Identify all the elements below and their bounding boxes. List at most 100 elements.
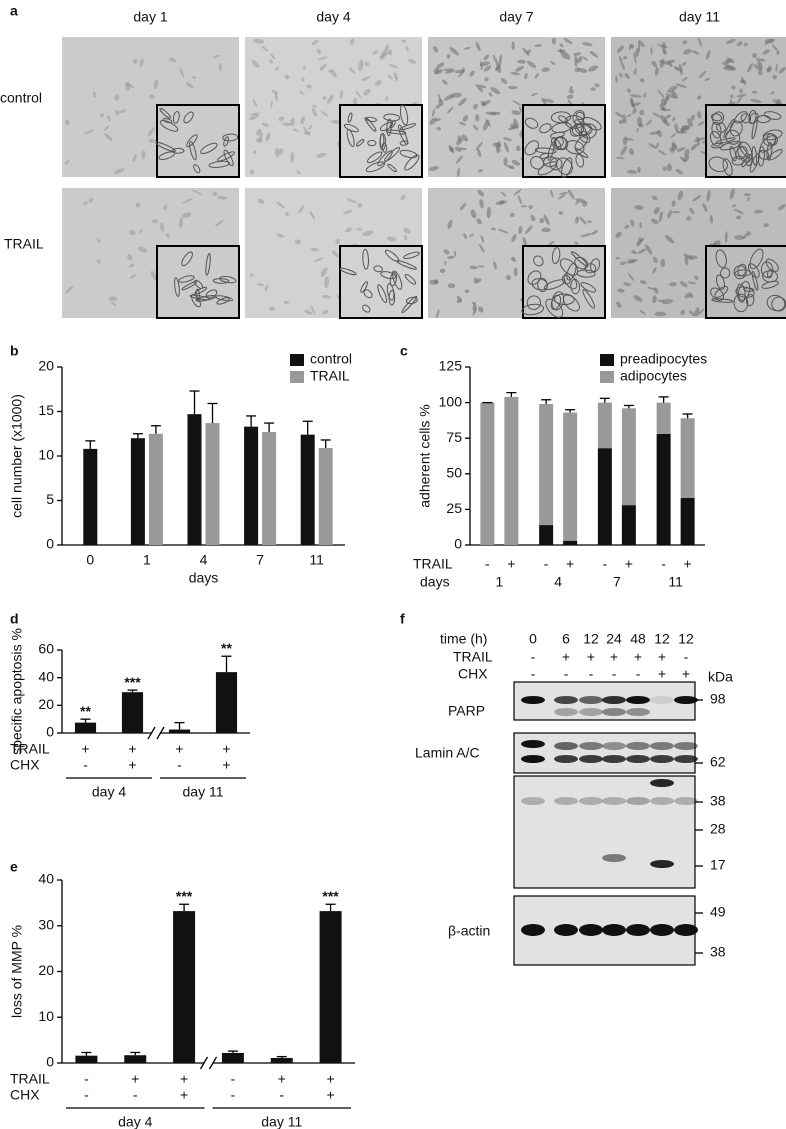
- cell: [705, 50, 711, 60]
- cell: [620, 145, 628, 156]
- row-value: +: [684, 556, 692, 572]
- blot-label: β-actin: [448, 923, 490, 939]
- cell: [82, 201, 88, 205]
- cell: [767, 65, 772, 72]
- cell: [495, 200, 508, 205]
- cell: [428, 166, 439, 171]
- cell: [576, 56, 583, 64]
- row-name: TRAIL: [453, 649, 493, 665]
- cell: [635, 47, 640, 57]
- axis-break: [208, 1056, 218, 1070]
- cell: [478, 306, 484, 313]
- cell: [654, 311, 667, 317]
- cell: [138, 246, 148, 253]
- bar-segment: [656, 402, 671, 434]
- cell: [403, 227, 411, 234]
- cell: [475, 41, 481, 52]
- inset-cell: [205, 253, 211, 276]
- inset-cell: [216, 297, 230, 305]
- marker-label: 49: [710, 904, 726, 920]
- cell: [255, 138, 263, 143]
- cell: [331, 119, 341, 125]
- panel-label: f: [400, 611, 405, 627]
- cell: [503, 157, 508, 165]
- cell: [301, 77, 305, 82]
- cell: [621, 63, 625, 70]
- cell: [312, 105, 318, 108]
- band: [579, 797, 603, 805]
- band: [602, 755, 626, 763]
- inset-cell: [155, 141, 176, 153]
- cell: [671, 211, 681, 214]
- inset-cell: [734, 269, 752, 277]
- cell: [541, 97, 547, 105]
- cell: [500, 191, 507, 197]
- inset-cell: [711, 298, 734, 303]
- row-value: +: [128, 757, 136, 773]
- cell: [752, 52, 758, 59]
- inset-cell: [715, 274, 725, 290]
- cell: [639, 221, 642, 229]
- cell: [475, 141, 484, 151]
- inset-cell: [404, 274, 417, 285]
- x-tick-label: 0: [86, 552, 94, 568]
- cell: [335, 238, 341, 245]
- y-tick-label: 125: [439, 358, 463, 374]
- cell: [253, 149, 257, 155]
- cell: [130, 274, 137, 279]
- cell: [664, 114, 672, 119]
- inset-cell: [392, 270, 403, 290]
- band: [554, 708, 578, 716]
- cell: [182, 198, 194, 204]
- cell: [666, 163, 672, 172]
- cell: [125, 81, 131, 92]
- cell: [270, 53, 276, 60]
- bar-segment: [680, 498, 695, 545]
- cell: [148, 138, 156, 144]
- column-label: day 1: [133, 9, 167, 25]
- band: [521, 755, 545, 763]
- inset-cell: [373, 265, 383, 273]
- cell: [530, 92, 539, 97]
- inset-cell: [362, 304, 371, 313]
- cell: [639, 280, 647, 285]
- band: [650, 742, 674, 750]
- inset-cell: [580, 282, 597, 293]
- bar: [130, 438, 145, 545]
- significance: ***: [176, 888, 193, 904]
- bar: [148, 433, 163, 545]
- inset: [705, 245, 786, 319]
- cell: [113, 168, 125, 175]
- cell: [317, 56, 328, 61]
- bar: [270, 1057, 293, 1063]
- inset-cell: [399, 123, 417, 131]
- inset-cell: [763, 111, 782, 120]
- cell: [408, 58, 416, 64]
- cell: [526, 60, 537, 69]
- cell: [770, 91, 775, 95]
- cell: [385, 95, 389, 102]
- band: [554, 742, 578, 750]
- cell: [141, 150, 146, 160]
- bar-segment: [680, 418, 695, 499]
- cell: [652, 112, 662, 118]
- x-axis-label: days: [189, 570, 219, 586]
- bar: [121, 692, 144, 733]
- cell: [431, 109, 435, 117]
- cell: [671, 200, 676, 207]
- cell: [724, 231, 728, 244]
- cell: [575, 198, 586, 203]
- inset-cell: [762, 129, 783, 141]
- cell: [675, 168, 684, 175]
- cell: [675, 83, 688, 89]
- cell: [276, 233, 285, 238]
- cell: [563, 38, 573, 45]
- inset-cell: [377, 150, 393, 167]
- cell: [633, 51, 637, 64]
- inset-cell: [768, 149, 783, 161]
- cell: [650, 46, 653, 55]
- cell: [274, 147, 280, 158]
- inset-cell: [194, 286, 207, 295]
- cell: [496, 148, 501, 154]
- inset-cell: [386, 283, 395, 301]
